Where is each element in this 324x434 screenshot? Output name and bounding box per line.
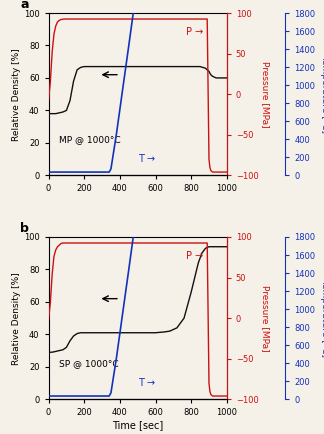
- Y-axis label: Pressure [MPa]: Pressure [MPa]: [261, 61, 270, 128]
- Y-axis label: Pressure [MPa]: Pressure [MPa]: [261, 285, 270, 352]
- Text: P →: P →: [186, 27, 203, 37]
- Text: MP @ 1000°C: MP @ 1000°C: [59, 135, 121, 144]
- Y-axis label: Temperature [°C]: Temperature [°C]: [320, 279, 324, 357]
- Text: P →: P →: [186, 251, 203, 261]
- X-axis label: Time [sec]: Time [sec]: [112, 420, 163, 430]
- Text: T →: T →: [138, 378, 155, 388]
- Y-axis label: Temperature [°C]: Temperature [°C]: [320, 55, 324, 133]
- Text: a: a: [20, 0, 29, 11]
- Text: SP @ 1000°C: SP @ 1000°C: [59, 359, 119, 368]
- Text: b: b: [20, 222, 29, 235]
- Y-axis label: Relative Density [%]: Relative Density [%]: [12, 48, 21, 141]
- Y-axis label: Relative Density [%]: Relative Density [%]: [12, 272, 21, 365]
- Text: T →: T →: [138, 154, 155, 164]
